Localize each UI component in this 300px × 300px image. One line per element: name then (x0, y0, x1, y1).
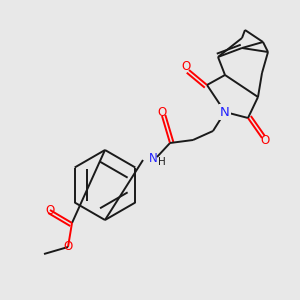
Text: O: O (182, 61, 190, 74)
Text: O: O (158, 106, 166, 118)
Text: O: O (260, 134, 270, 148)
Text: N: N (220, 106, 230, 118)
Text: O: O (63, 241, 73, 254)
Text: O: O (45, 203, 55, 217)
Text: H: H (158, 157, 166, 167)
Text: N: N (148, 152, 158, 164)
